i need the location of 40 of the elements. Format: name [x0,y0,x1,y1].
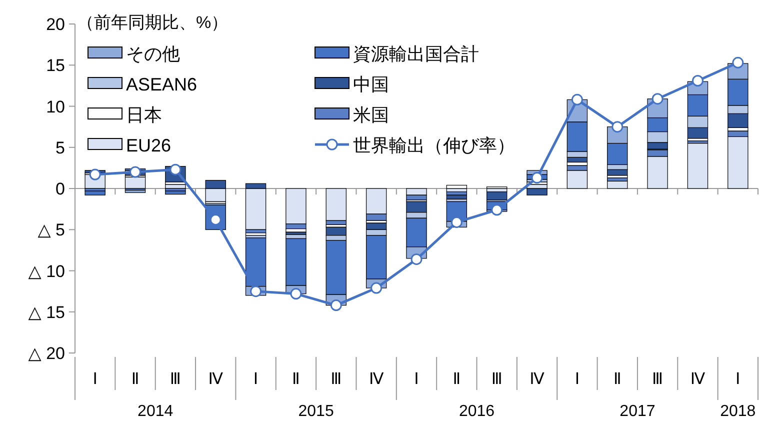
x-tick-label: Ⅳ [368,371,384,388]
legend-label: 中国 [353,74,389,94]
y-tick-label: 15 [46,56,65,76]
x-tick-label: Ⅰ [253,371,258,388]
x-tick-label: Ⅰ [574,371,580,388]
x-tick-label: Ⅲ [330,371,342,388]
y-tick-label: 0 [56,180,65,198]
y-tick-label: △ 10 [28,262,65,281]
text: 2014 [138,403,174,420]
x-tick-label: Ⅳ [690,371,706,388]
x-tick-label: Ⅲ [491,371,502,388]
legend-label: 米国 [353,105,389,125]
y-tick-label: △ 5 [38,220,65,240]
legend-label: その他 [126,44,180,64]
text: 2015 [298,403,334,420]
y-tick-label: 10 [46,97,65,116]
text: 2017 [620,403,656,420]
legend-label: 資源輸出国合計 [353,44,479,64]
x-tick-label: Ⅱ [292,371,300,388]
legend-label: ASEAN6 [126,74,198,94]
x-tick-label: Ⅰ [736,371,740,388]
y-axis-title: （前年同期比、%） [77,13,228,32]
x-tick-label: Ⅳ [208,371,224,388]
y-tick-label: 20 [46,15,65,34]
text: 2016 [458,403,495,420]
x-tick-label: Ⅱ [131,371,140,388]
legend-label: 日本 [126,105,162,125]
x-tick-label: Ⅰ [414,371,419,388]
x-tick-label: Ⅳ [530,371,545,388]
y-tick-label: △ 15 [28,302,65,322]
text: 2018 [720,403,756,420]
legend-label: 世界輸出（伸び率） [353,136,515,156]
x-tick-label: Ⅲ [170,371,181,388]
y-tick-label: 5 [56,138,65,158]
x-tick-label: Ⅱ [452,371,461,388]
x-tick-label: Ⅱ [613,371,622,388]
x-tick-label: Ⅲ [652,371,664,388]
y-tick-label: △ 20 [28,344,65,363]
x-tick-label: Ⅰ [92,371,98,388]
legend-label: EU26 [126,136,172,156]
